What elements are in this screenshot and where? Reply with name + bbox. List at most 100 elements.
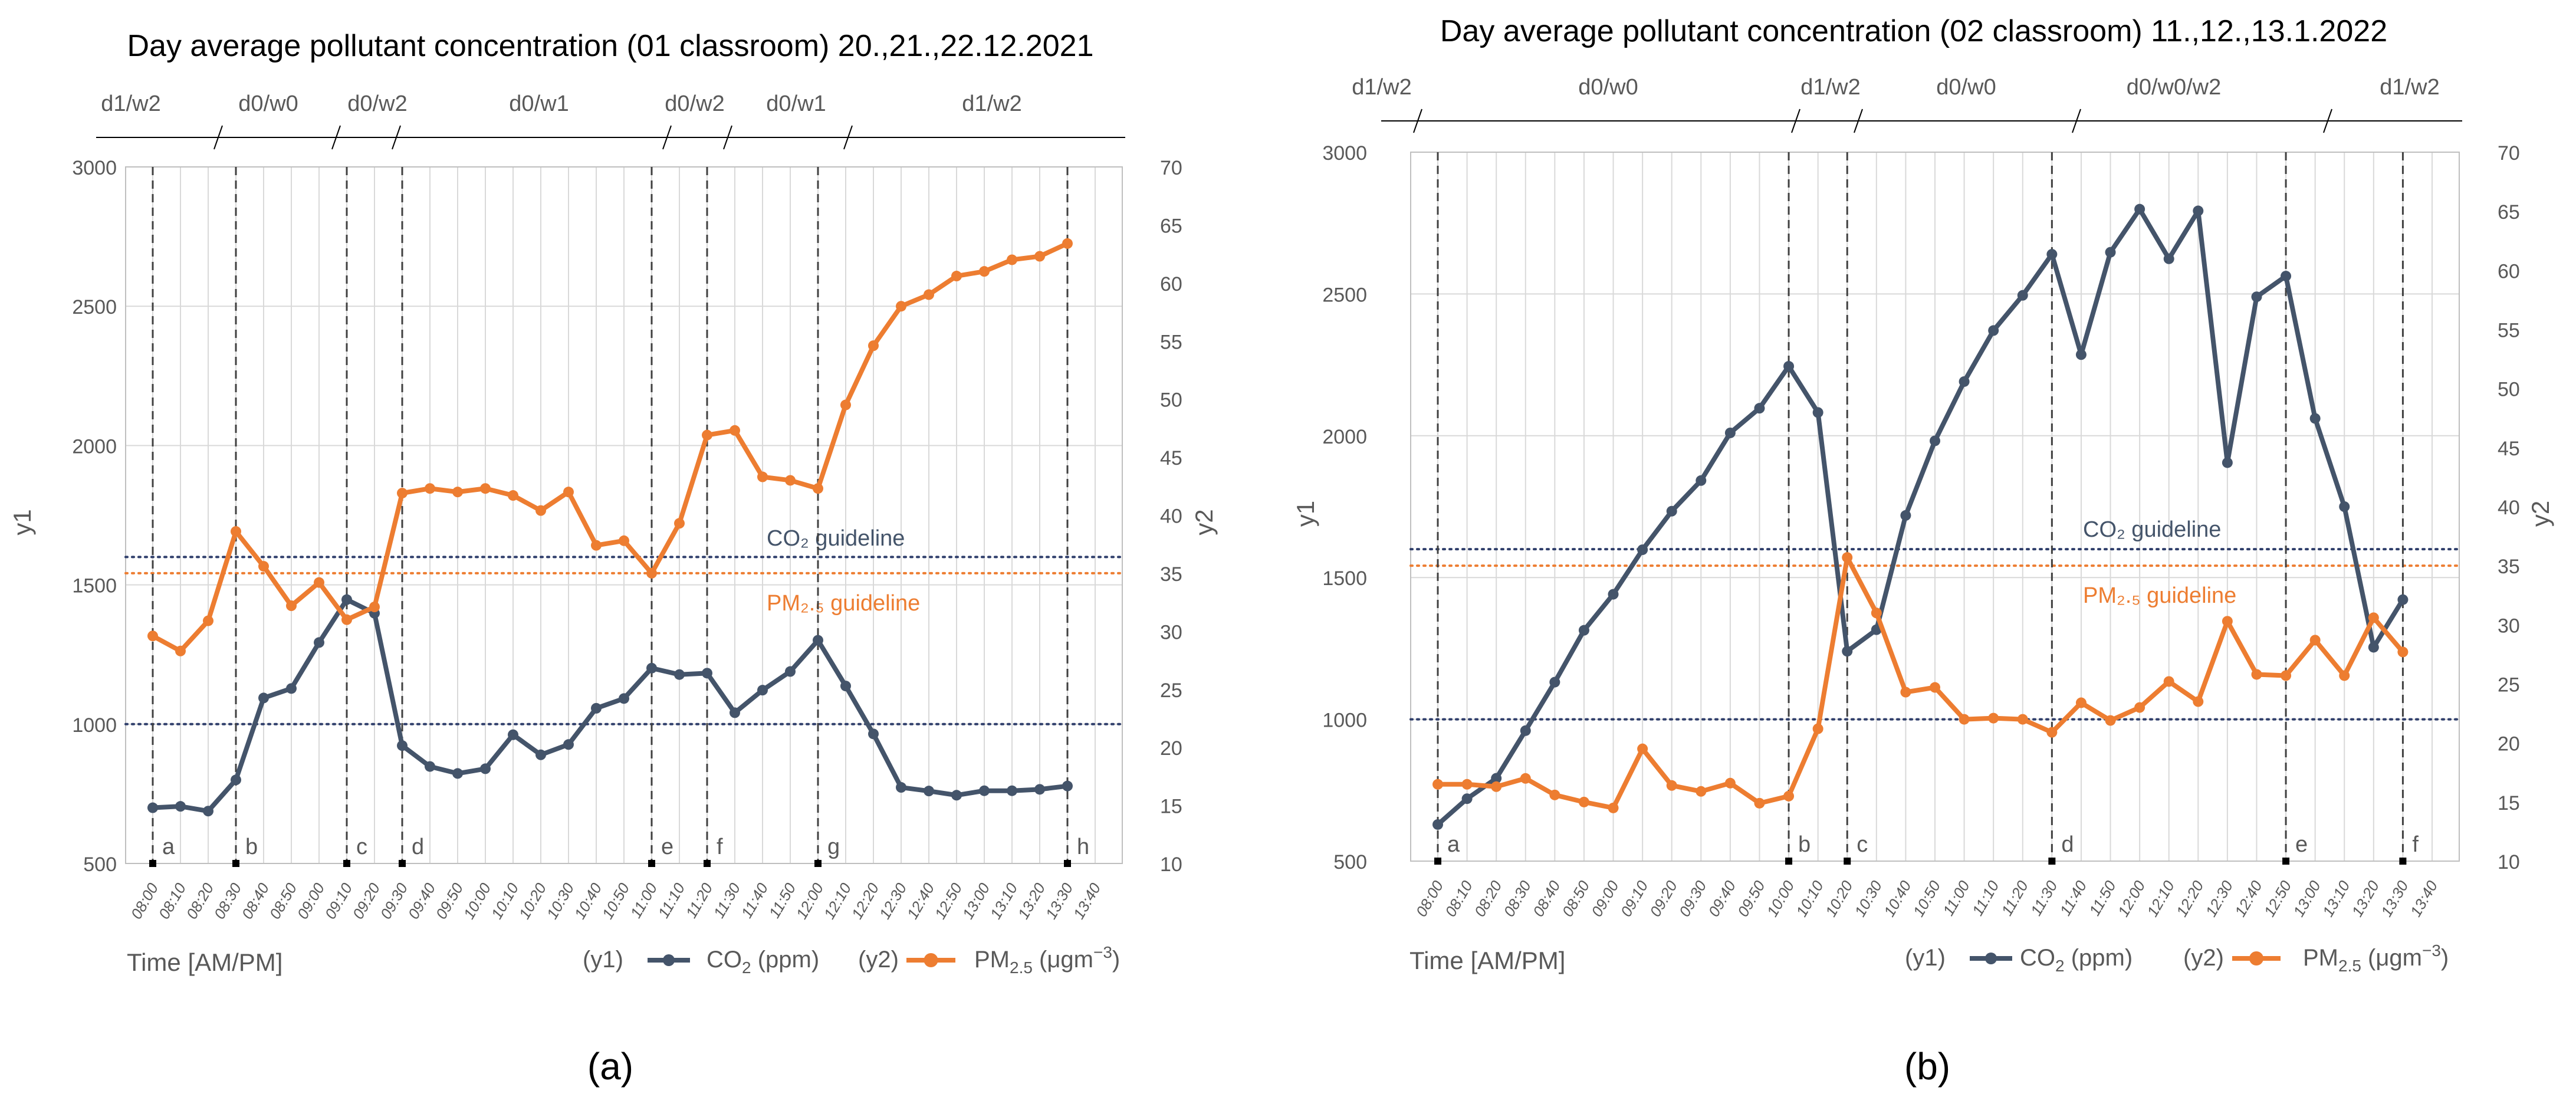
panel-label: (b) [1904, 1045, 1950, 1088]
x-tick-label: 11:20 [682, 880, 717, 921]
co2-data-point [2017, 290, 2028, 301]
legend-pm-close: ) [2441, 945, 2449, 971]
chart-title: Day average pollutant concentration (02 … [1440, 14, 2387, 48]
pm25-data-point [2368, 612, 2379, 623]
pm25-data-point [2105, 715, 2116, 726]
x-tick-label: 13:40 [1070, 880, 1105, 922]
x-tick-label: 10:10 [1792, 878, 1827, 920]
phase-label: d1/w2 [962, 91, 1021, 116]
phase-break-mark [392, 125, 401, 150]
x-tick-label: 11:50 [2085, 878, 2120, 919]
event-marker-label: b [245, 835, 258, 859]
co2-data-point [730, 707, 740, 718]
event-marker-tick [2048, 858, 2056, 865]
x-tick-label: 12:40 [2231, 878, 2266, 920]
y1-tick-label: 3000 [72, 157, 117, 179]
event-marker-label: e [661, 835, 673, 859]
x-tick-label: 13:30 [1042, 880, 1077, 922]
phase-label: d0/w0 [238, 91, 298, 116]
legend-co2-unit: (ppm) [2065, 945, 2133, 971]
pm25-series-line [1435, 555, 2406, 810]
pm25-data-point [646, 567, 657, 579]
y2-tick-label: 20 [2498, 733, 2520, 756]
x-tick-label: 10:30 [1851, 878, 1885, 920]
legend-pm-sub: 2.5 [1010, 958, 1033, 977]
event-marker-tick [343, 860, 350, 867]
pm25-data-point [2251, 669, 2262, 680]
y1-tick-label: 2000 [72, 435, 117, 458]
x-tick-label: 10:10 [488, 880, 523, 922]
pm25-data-point [2075, 697, 2087, 708]
co2-data-point [563, 739, 574, 750]
x-tick-label: 11:10 [1969, 878, 2003, 919]
x-tick-label: 13:10 [987, 880, 1021, 922]
legend-pm-unit: (μgm [2361, 945, 2422, 971]
pm25-data-point [840, 399, 851, 410]
pm25-data-point [1783, 790, 1795, 802]
phase-break-mark [2072, 109, 2081, 133]
legend-pm-unit: (μgm [1033, 947, 1093, 973]
y1-axis-title: y1 [8, 509, 36, 535]
plot-area-frame [125, 166, 1123, 864]
x-tick-label: 10:40 [571, 880, 606, 922]
pm25-data-point [341, 614, 352, 625]
co2-data-point [1007, 785, 1017, 796]
co2-data-point [2281, 271, 2292, 282]
phase-label: d0/w2 [347, 91, 407, 116]
x-tick-label: 13:30 [2377, 878, 2412, 920]
event-marker-label: c [356, 835, 367, 859]
co2-data-point [2251, 291, 2262, 303]
phase-label: d0/w1 [509, 91, 569, 116]
pm25-data-point [951, 271, 962, 282]
x-tick-label: 08:40 [1529, 878, 1564, 920]
pm25-data-point [1491, 781, 1502, 792]
x-tick-label: 11:30 [2027, 878, 2061, 919]
pm25-data-point [1034, 251, 1045, 262]
legend-pm-swatch-marker [924, 953, 938, 967]
co2-data-point [1724, 427, 1736, 438]
y2-tick-label: 50 [1160, 389, 1182, 412]
phase-label: d1/w2 [2380, 75, 2439, 100]
x-axis-title: Time [AM/PM] [1409, 947, 1565, 974]
co2-guideline-label: CO₂ guideline [767, 526, 905, 551]
x-tick-label: 12:50 [2260, 878, 2295, 920]
y1-tick-label: 1500 [1322, 567, 1367, 590]
y2-tick-label: 30 [2498, 615, 2520, 637]
pm25-data-point [1520, 773, 1531, 784]
y2-tick-label: 30 [1160, 621, 1182, 643]
co2-data-point [1637, 544, 1648, 556]
event-marker-tick [1064, 860, 1071, 867]
co2-data-point [1871, 624, 1882, 635]
pm25-data-point [1578, 796, 1589, 807]
x-tick-label: 09:10 [1617, 878, 1652, 920]
co2-data-point [480, 763, 491, 774]
pm25-data-point [1959, 714, 1970, 725]
panel-label: (a) [587, 1045, 633, 1088]
pm25-data-point [508, 490, 518, 501]
phase-break-mark [843, 125, 853, 150]
y2-tick-label: 60 [1160, 273, 1182, 295]
pm25-data-point [2163, 676, 2174, 687]
x-tick-label: 09:40 [405, 880, 439, 922]
x-tick-label: 09:20 [349, 880, 384, 922]
legend-pm-sub: 2.5 [2338, 957, 2361, 975]
co2-data-point [2397, 594, 2409, 605]
pm25-data-point [203, 615, 213, 626]
x-axis-title: Time [AM/PM] [127, 948, 282, 976]
x-tick-label: 10:20 [515, 880, 550, 922]
phase-break-mark [1854, 109, 1863, 133]
event-marker-label: d [2061, 832, 2074, 857]
event-marker-label: b [1798, 832, 1811, 857]
co2-data-point [951, 790, 962, 801]
phase-break-mark [1791, 109, 1800, 133]
x-tick-label: 12:30 [876, 880, 911, 922]
co2-data-point [646, 662, 657, 674]
co2-data-point [868, 728, 879, 740]
x-tick-label: 12:00 [793, 880, 827, 922]
phase-break-mark [331, 125, 341, 150]
pm25-data-point [2046, 727, 2058, 738]
legend-pm-swatch-marker [2249, 951, 2263, 965]
co2-data-point [2134, 203, 2145, 215]
pm25-data-point [369, 601, 380, 612]
y2-tick-label: 65 [1160, 215, 1182, 237]
